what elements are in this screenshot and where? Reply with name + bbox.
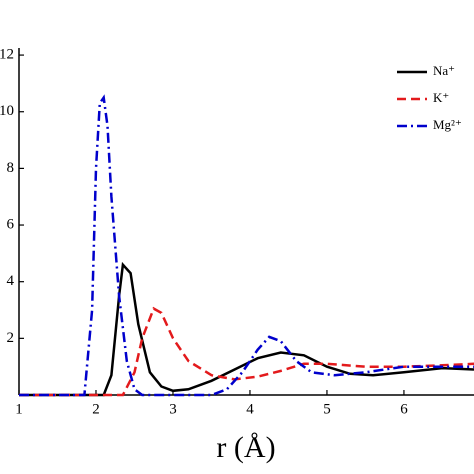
y-tick-label: 4: [7, 273, 15, 289]
x-tick-label: 4: [246, 401, 254, 417]
series-line: [19, 261, 474, 397]
x-tick-label: 3: [169, 401, 177, 417]
series-line: [19, 306, 474, 397]
y-tick-label: 6: [7, 216, 15, 232]
x-tick-label: 6: [400, 401, 408, 417]
legend-label: Mg²⁺: [433, 117, 462, 132]
y-tick-label: 8: [7, 160, 15, 176]
y-tick-label: 2: [7, 330, 15, 346]
y-tick-label: 12: [0, 47, 14, 63]
x-tick-label: 2: [92, 401, 100, 417]
y-tick-label: 10: [0, 103, 14, 119]
x-tick-label: 5: [323, 401, 331, 417]
legend-label: K⁺: [433, 90, 449, 105]
legend-label: Na⁺: [433, 63, 455, 78]
series-line: [19, 94, 474, 397]
x-tick-label: 1: [15, 401, 23, 417]
x-axis-label: r (Å): [216, 431, 275, 464]
